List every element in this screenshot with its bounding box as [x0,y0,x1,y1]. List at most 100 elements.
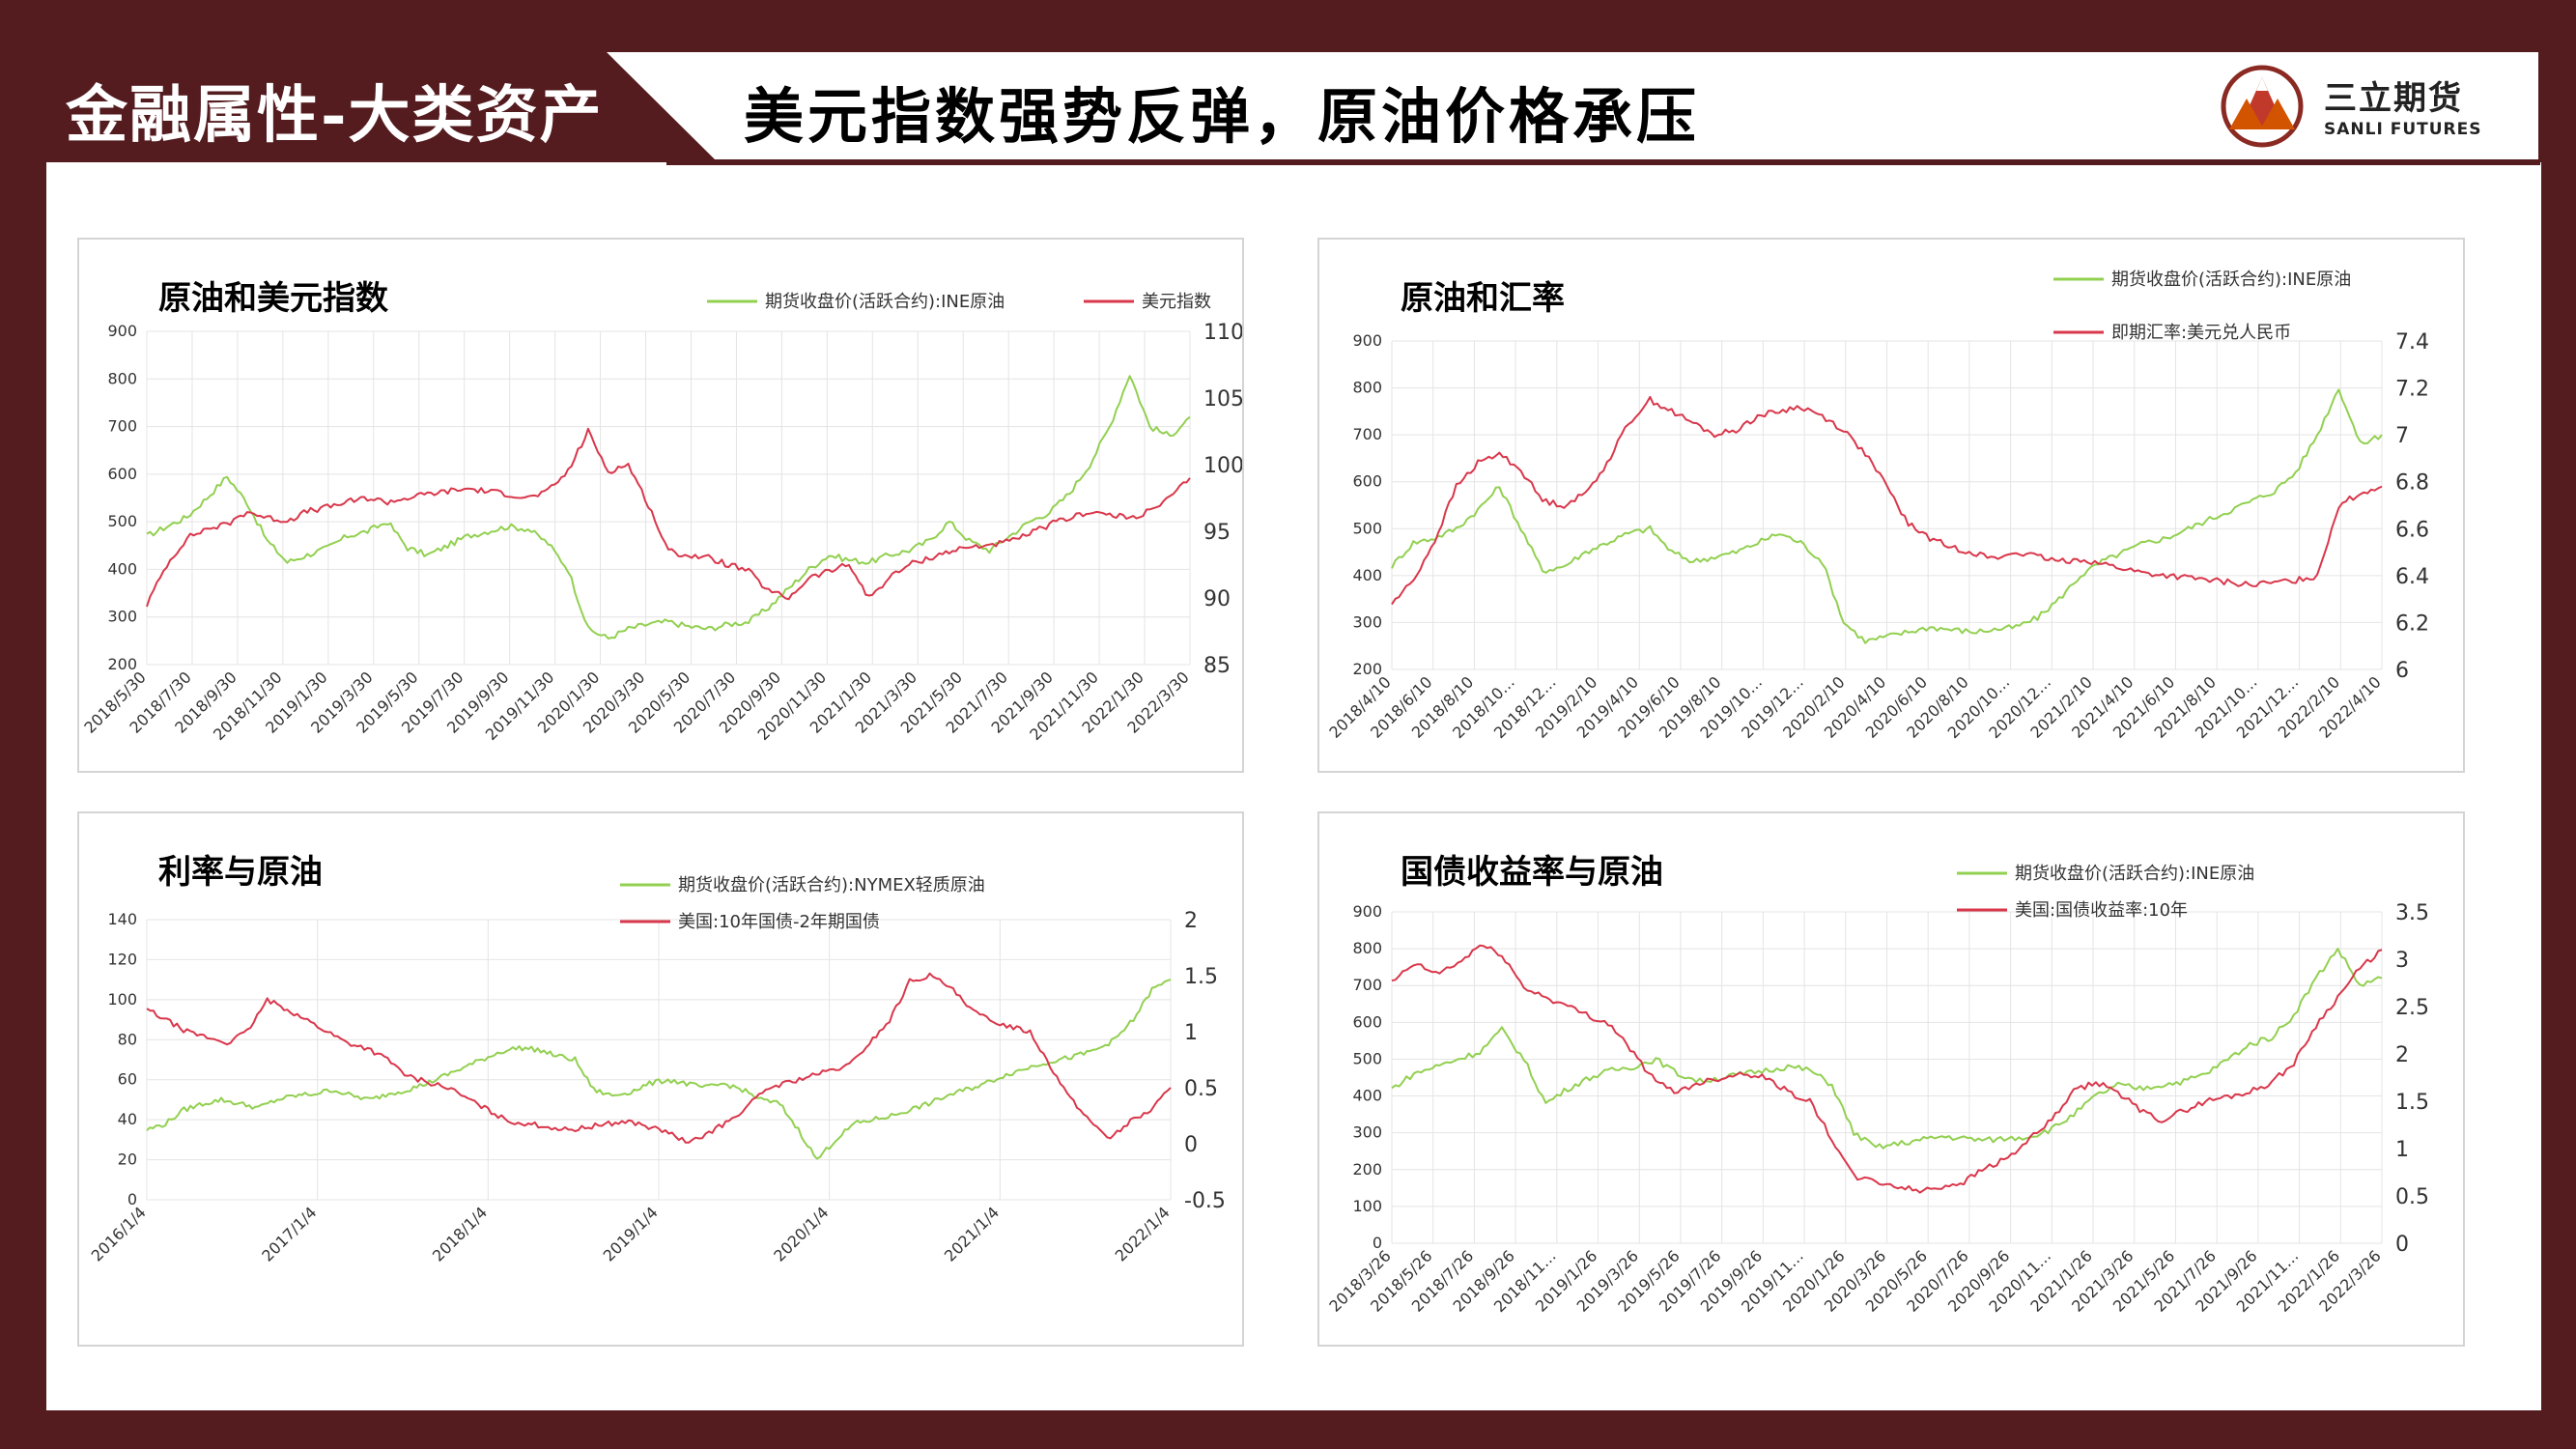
company-logo: 三立期货 SANLI FUTURES [2218,60,2536,156]
series-line-comparison [1391,944,2383,1194]
y-left-tick-label: 300 [107,608,137,626]
title-underline [666,159,2540,165]
y-right-tick-label: 100 [1203,454,1242,478]
x-tick-label: 2021/1/4 [941,1203,1003,1264]
y-right-tick-label: 6.8 [2395,471,2429,496]
y-right-tick-label: 95 [1203,521,1231,545]
y-left-tick-label: 100 [1352,1197,1382,1215]
x-tick-label: 2019/1/4 [600,1203,662,1264]
y-right-tick-label: 3.5 [2395,901,2429,925]
chart-title: 原油和美元指数 [158,279,388,318]
y-left-tick-label: 100 [107,990,137,1009]
chart-panel-yield-crude: 国债收益率与原油 0 100 200 300 400 500 600 700 800 900 0 0.5… [1317,811,2465,1347]
y-right-tick-label: 0.5 [2395,1185,2429,1209]
page-title: 美元指数强势反弹，原油价格承压 [744,81,1701,152]
y-right-tick-label: 1.5 [2395,1091,2429,1115]
y-right-tick-label: 6.2 [2395,611,2429,636]
y-left-tick-label: 400 [107,559,137,578]
series-line-comparison [146,972,1172,1144]
section-label: 金融属性-大类资产 [66,79,604,152]
chart-title: 利率与原油 [158,853,323,892]
y-right-tick-label: 2 [2395,1043,2409,1067]
y-left-tick-label: 200 [107,655,137,673]
y-left-tick-label: 800 [1352,379,1382,397]
y-left-tick-label: 0 [127,1190,137,1208]
mountain-logo-icon [2221,65,2304,148]
y-left-tick-label: 500 [1352,1049,1382,1067]
legend-label: 期货收盘价(活跃合约):INE原油 [2111,270,2351,290]
y-left-tick-label: 80 [118,1030,137,1048]
y-left-tick-label: 500 [1352,519,1382,537]
chart-panel-rates-crude: 利率与原油 0 20 40 60 80 100 120 140 -0.5 0 0.5 1 1.5 2 2016… [77,811,1244,1347]
x-tick-label: 2020/1/4 [770,1203,832,1264]
y-left-tick-label: 900 [1352,331,1382,350]
y-left-tick-label: 20 [118,1151,137,1169]
y-left-tick-label: 400 [1352,1087,1382,1105]
x-tick-label: 2018/1/4 [429,1203,491,1264]
legend-label: 美国:10年国债-2年期国债 [678,912,880,932]
x-tick-label: 2016/1/4 [88,1203,150,1264]
title-band [607,52,2538,159]
y-right-tick-label: -0.5 [1184,1189,1226,1213]
y-right-tick-label: 1 [2395,1138,2409,1162]
series-line-comparison [146,427,1191,608]
chart-title: 原油和汇率 [1401,279,1565,318]
y-left-tick-label: 200 [1352,1160,1382,1179]
x-tick-label: 2017/1/4 [258,1203,320,1264]
line-chart: 国债收益率与原油 0 100 200 300 400 500 600 700 800 900 0 0.5… [1325,853,2429,1316]
y-left-tick-label: 0 [1373,1234,1382,1252]
y-right-tick-label: 90 [1203,587,1231,611]
legend-label: 期货收盘价(活跃合约):NYMEX轻质原油 [678,875,985,895]
y-right-tick-label: 85 [1203,654,1231,678]
y-left-tick-label: 800 [1352,939,1382,957]
logo-chinese-name: 三立期货 [2324,79,2463,118]
y-left-tick-label: 700 [1352,976,1382,994]
y-left-tick-label: 300 [1352,612,1382,631]
series-line-crude [146,979,1172,1160]
y-right-tick-label: 2.5 [2395,996,2429,1020]
y-left-tick-label: 500 [107,512,137,530]
y-right-tick-label: 1.5 [1184,965,1218,989]
title-band-notch [607,52,715,159]
y-left-tick-label: 400 [1352,566,1382,584]
legend-label: 即期汇率:美元兑人民币 [2111,323,2291,343]
y-right-tick-label: 6 [2395,659,2409,683]
chart-title: 国债收益率与原油 [1401,853,1663,892]
y-right-tick-label: 0 [2395,1233,2409,1257]
series-line-crude [1391,388,2383,644]
y-left-tick-label: 600 [1352,1012,1382,1031]
y-right-tick-label: 2 [1184,909,1198,933]
y-left-tick-label: 900 [107,322,137,340]
legend-label: 期货收盘价(活跃合约):INE原油 [2015,864,2254,884]
y-right-tick-label: 0 [1184,1133,1198,1157]
y-left-tick-label: 900 [1352,902,1382,921]
section-tab [0,52,715,159]
y-right-tick-label: 0.5 [1184,1077,1218,1101]
logo-english-name: SANLI FUTURES [2324,120,2482,139]
y-left-tick-label: 200 [1352,660,1382,678]
legend-label: 期货收盘价(活跃合约):INE原油 [765,292,1005,312]
line-chart: 原油和美元指数 200 300 400 500 600 700 800 900 85 90 95 100… [80,279,1242,744]
legend-label: 美元指数 [1142,292,1211,312]
y-left-tick-label: 700 [1352,425,1382,443]
series-line-crude [1391,948,2383,1150]
series-line-crude [146,375,1191,639]
y-right-tick-label: 105 [1203,387,1242,412]
x-tick-label: 2022/1/4 [1112,1203,1174,1264]
y-left-tick-label: 800 [107,369,137,387]
line-chart: 利率与原油 0 20 40 60 80 100 120 140 -0.5 0 0.5 1 1.5 2 2016… [88,853,1226,1265]
legend-label: 美国:国债收益率:10年 [2015,900,2188,921]
chart-panel-crude-dxy: 原油和美元指数 200 300 400 500 600 700 800 900 85 90 95 100… [77,238,1244,773]
y-right-tick-label: 1 [1184,1021,1198,1045]
y-left-tick-label: 40 [118,1110,137,1128]
chart-panel-crude-fx: 原油和汇率 200 300 400 500 600 700 800 900 6 6.2 6.4 6.6 6… [1317,238,2465,773]
y-left-tick-label: 700 [107,417,137,436]
y-right-tick-label: 6.6 [2395,518,2429,542]
y-left-tick-label: 140 [107,910,137,928]
line-chart: 原油和汇率 200 300 400 500 600 700 800 900 6 6.2 6.4 6.6 6… [1325,270,2429,742]
y-left-tick-label: 600 [107,465,137,483]
y-left-tick-label: 300 [1352,1123,1382,1142]
y-left-tick-label: 120 [107,950,137,968]
y-right-tick-label: 110 [1203,321,1242,345]
y-right-tick-label: 3 [2395,949,2409,973]
